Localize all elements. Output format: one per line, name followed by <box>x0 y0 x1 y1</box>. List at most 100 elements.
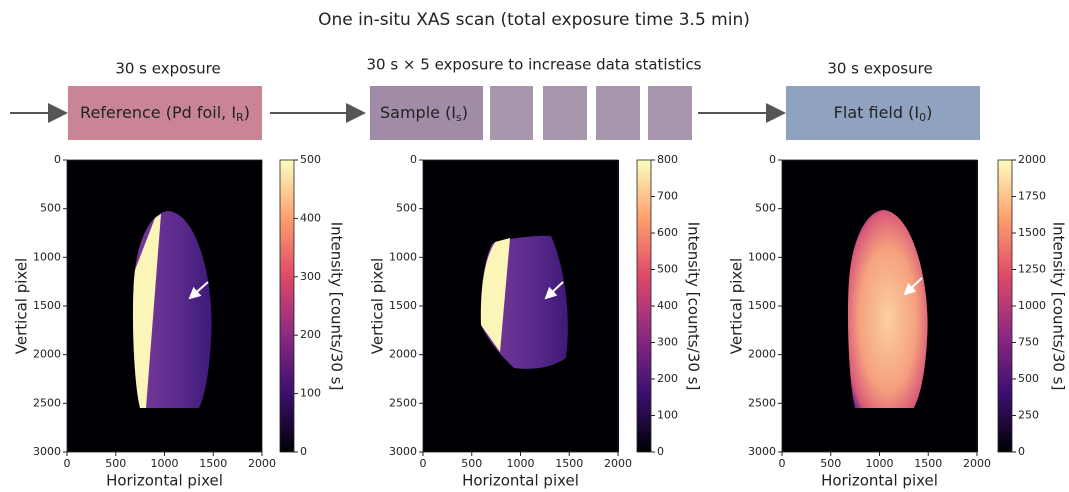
stage-label: Reference (Pd foil, IR) <box>80 103 250 125</box>
colorbar-tick-label: 500 <box>657 263 678 276</box>
y-tick-label: 1000 <box>389 250 417 263</box>
y-tick-label: 1000 <box>748 250 776 263</box>
label-sub: s <box>456 111 462 124</box>
colorbar-tick-label: 1750 <box>1018 190 1046 203</box>
y-tick-label: 3000 <box>389 445 417 458</box>
colorbar-tick-label: 400 <box>657 299 678 312</box>
y-tick-label: 2500 <box>748 396 776 409</box>
stage-box <box>596 86 640 140</box>
stage-box <box>786 86 980 140</box>
x-tick-label: 1500 <box>555 457 583 470</box>
colorbar-tick-label: 400 <box>300 211 321 224</box>
y-tick-label: 500 <box>396 202 417 215</box>
image-reference <box>67 160 262 452</box>
title: One in-situ XAS scan (total exposure tim… <box>318 10 750 30</box>
x-tick-label: 1000 <box>866 457 894 470</box>
colorbar-tick-label: 200 <box>300 328 321 341</box>
y-tick-label: 3000 <box>748 445 776 458</box>
x-tick-label: 500 <box>461 457 482 470</box>
x-tick-label: 2000 <box>604 457 632 470</box>
label-text: Reference (Pd foil, I <box>80 103 236 122</box>
y-tick-label: 0 <box>410 153 417 166</box>
y-tick-label: 1000 <box>33 250 61 263</box>
x-tick-label: 500 <box>105 457 126 470</box>
stages: 30 s exposure 30 s × 5 exposure to incre… <box>10 56 980 140</box>
colorbar <box>997 159 1013 453</box>
colorbar-tick-label: 100 <box>300 387 321 400</box>
stage-box <box>68 86 262 140</box>
colorbar-tick-label: 300 <box>300 270 321 283</box>
colorbar <box>279 159 295 453</box>
stage-caption: 30 s × 5 exposure to increase data stati… <box>366 56 701 74</box>
x-tick-label: 1000 <box>507 457 535 470</box>
colorbar-tick-label: 1250 <box>1018 263 1046 276</box>
stage-box <box>543 86 587 140</box>
label-tail: ) <box>244 103 250 122</box>
y-tick-label: 2000 <box>389 348 417 361</box>
y-tick-label: 2500 <box>389 396 417 409</box>
colorbar-tick-label: 1500 <box>1018 226 1046 239</box>
y-tick-label: 500 <box>755 202 776 215</box>
colorbar-label: Intensity [counts/30 s] <box>685 222 703 391</box>
label-text: Sample (I <box>380 103 456 122</box>
x-tick-label: 2000 <box>963 457 991 470</box>
label-sub: R <box>236 111 244 124</box>
colorbar-tick-label: 2000 <box>1018 153 1046 166</box>
y-axis-label: Vertical pixel <box>728 258 746 354</box>
colorbar-label: Intensity [counts/30 s] <box>328 222 346 391</box>
colorbar-tick-label: 750 <box>1018 336 1039 349</box>
y-tick-label: 0 <box>54 153 61 166</box>
colorbar-tick-label: 500 <box>300 153 321 166</box>
label-text: Flat field (I <box>834 103 919 122</box>
colorbar-tick-label: 500 <box>1018 372 1039 385</box>
y-tick-label: 1500 <box>33 299 61 312</box>
x-tick-label: 2000 <box>248 457 276 470</box>
x-axis-label: Horizontal pixel <box>462 472 579 490</box>
image-sample <box>423 160 619 452</box>
stage-caption: 30 s exposure <box>827 60 932 78</box>
stage-box <box>648 86 692 140</box>
stage-label: Sample (Is) <box>380 103 468 125</box>
x-tick-label: 1000 <box>151 457 179 470</box>
y-tick-label: 0 <box>769 153 776 166</box>
x-tick-label: 500 <box>820 457 841 470</box>
x-tick-label: 1500 <box>199 457 227 470</box>
colorbar-tick-label: 600 <box>657 226 678 239</box>
colorbar-tick-label: 800 <box>657 153 678 166</box>
y-tick-label: 2000 <box>748 348 776 361</box>
y-axis-label: Vertical pixel <box>13 258 31 354</box>
x-axis-label: Horizontal pixel <box>821 472 938 490</box>
colorbar-tick-label: 200 <box>657 372 678 385</box>
colorbar-tick-label: 1000 <box>1018 299 1046 312</box>
colorbar-tick-label: 700 <box>657 190 678 203</box>
y-tick-label: 1500 <box>389 299 417 312</box>
colorbar-tick-label: 0 <box>1018 445 1025 458</box>
colorbar <box>636 159 652 453</box>
y-tick-label: 1500 <box>748 299 776 312</box>
x-tick-label: 0 <box>420 457 427 470</box>
colorbar-label: Intensity [counts/30 s] <box>1050 222 1068 391</box>
colorbar-tick-label: 0 <box>657 445 664 458</box>
y-tick-label: 500 <box>40 202 61 215</box>
stage-box <box>370 86 483 140</box>
x-tick-label: 1500 <box>914 457 942 470</box>
x-axis-label: Horizontal pixel <box>106 472 223 490</box>
x-tick-label: 0 <box>64 457 71 470</box>
image-flat-field <box>782 160 978 452</box>
colorbar-tick-label: 250 <box>1018 409 1039 422</box>
label-sub: 0 <box>919 111 926 124</box>
y-tick-label: 3000 <box>33 445 61 458</box>
y-axis-label: Vertical pixel <box>369 258 387 354</box>
y-tick-label: 2000 <box>33 348 61 361</box>
colorbar-tick-label: 300 <box>657 336 678 349</box>
colorbar-tick-label: 100 <box>657 409 678 422</box>
label-tail: ) <box>462 103 468 122</box>
stage-box <box>490 86 533 140</box>
y-tick-label: 2500 <box>33 396 61 409</box>
x-tick-label: 0 <box>779 457 786 470</box>
label-tail: ) <box>926 103 932 122</box>
stage-caption: 30 s exposure <box>115 60 220 78</box>
stage-label: Flat field (I0) <box>834 103 933 125</box>
colorbar-tick-label: 0 <box>300 445 307 458</box>
